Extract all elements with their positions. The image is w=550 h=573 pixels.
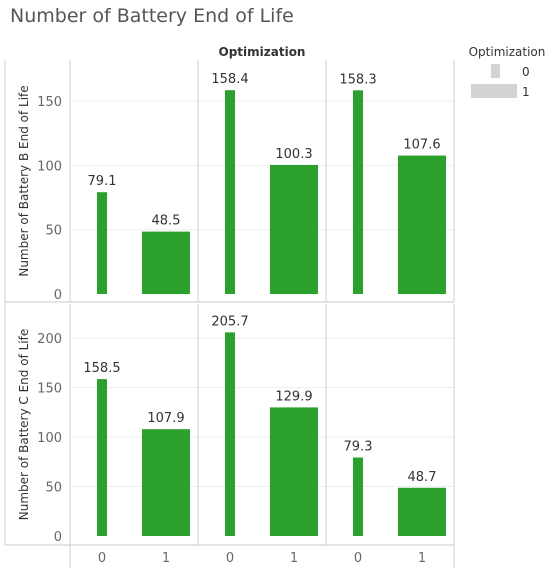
xtick-label-panel1-1: 1: [290, 551, 298, 566]
ytick-label-row1-100: 100: [37, 431, 62, 446]
bar-row0-panel2-cat1: [398, 155, 446, 294]
bar-row0-panel0-cat1: [142, 231, 190, 294]
bar-row1-panel1-cat1: [270, 407, 318, 536]
data-label-row1-panel0-cat0: 158.5: [83, 361, 120, 376]
legend-title: Optimization: [469, 45, 546, 59]
data-label-row0-panel0-cat1: 48.5: [152, 214, 181, 229]
data-label-row1-panel1-cat1: 129.9: [275, 389, 312, 404]
column-header-label: Optimization: [219, 45, 306, 59]
ytick-label-row0-150: 150: [37, 95, 62, 110]
bar-row0-panel2-cat0: [353, 90, 363, 294]
xtick-label-panel2-0: 0: [354, 551, 362, 566]
xtick-label-panel2-1: 1: [418, 551, 426, 566]
ytick-label-row1-50: 50: [45, 481, 62, 496]
xtick-label-panel1-0: 0: [226, 551, 234, 566]
data-label-row0-panel0-cat0: 79.1: [88, 174, 117, 189]
y-axis-label-row1: Number of Battery C End of Life: [17, 329, 31, 520]
ytick-label-row1-150: 150: [37, 382, 62, 397]
legend-swatch-0: [491, 64, 500, 78]
ytick-label-row0-50: 50: [45, 224, 62, 239]
xtick-label-panel0-1: 1: [162, 551, 170, 566]
y-axis-label-row0: Number of Battery B End of Life: [17, 85, 31, 276]
bar-row0-panel1-cat1: [270, 164, 318, 294]
ytick-label-row0-0: 0: [54, 288, 62, 303]
ytick-label-row0-100: 100: [37, 159, 62, 174]
data-label-row0-panel1-cat1: 100.3: [275, 147, 312, 162]
bar-row0-panel0-cat0: [97, 192, 107, 294]
data-label-row1-panel0-cat1: 107.9: [147, 411, 184, 426]
ytick-label-row1-200: 200: [37, 332, 62, 347]
data-label-row1-panel1-cat0: 205.7: [211, 314, 248, 329]
data-label-row0-panel1-cat0: 158.4: [211, 72, 248, 87]
data-label-row0-panel2-cat0: 158.3: [339, 72, 376, 87]
bar-row1-panel1-cat0: [225, 332, 235, 536]
xtick-label-panel0-0: 0: [98, 551, 106, 566]
chart-title: Number of Battery End of Life: [10, 5, 294, 27]
legend-label-1: 1: [522, 85, 530, 99]
legend-swatch-1: [471, 84, 517, 98]
bar-row0-panel1-cat0: [225, 90, 235, 294]
ytick-label-row1-0: 0: [54, 530, 62, 545]
bar-row1-panel0-cat1: [142, 429, 190, 536]
data-label-row1-panel2-cat1: 48.7: [408, 470, 437, 485]
bar-row1-panel2-cat1: [398, 487, 446, 536]
bar-row1-panel2-cat0: [353, 457, 363, 536]
bar-row1-panel0-cat0: [97, 379, 107, 536]
legend-label-0: 0: [522, 65, 530, 79]
data-label-row0-panel2-cat1: 107.6: [403, 138, 440, 153]
data-label-row1-panel2-cat0: 79.3: [344, 439, 373, 454]
